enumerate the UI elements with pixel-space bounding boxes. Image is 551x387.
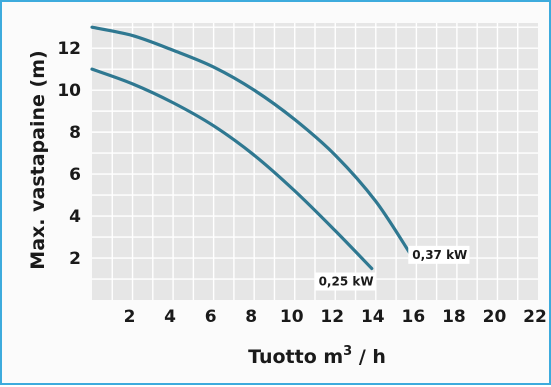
x-tick-label: 8: [245, 307, 257, 327]
x-tick-label: 12: [320, 307, 344, 327]
y-tick-label: 2: [69, 249, 81, 269]
x-tick-label: 20: [483, 307, 507, 327]
x-tick-labels: 2 4 6 8 10 12 14 16 18 20 22: [124, 307, 547, 327]
x-axis-title-superscript: 3: [343, 344, 352, 359]
x-tick-label: 22: [523, 307, 547, 327]
x-tick-label: 2: [124, 307, 136, 327]
series-label-2: 0,37 kW: [412, 248, 467, 262]
y-tick-label: 12: [57, 39, 81, 59]
x-tick-label: 16: [402, 307, 426, 327]
y-tick-label: 8: [69, 123, 81, 143]
x-tick-label: 14: [361, 307, 385, 327]
y-tick-label: 6: [69, 165, 81, 185]
x-axis-title-main: Tuotto m: [248, 346, 343, 368]
x-tick-label: 6: [205, 307, 217, 327]
x-axis-title: Tuotto m3 / h: [248, 344, 386, 368]
y-axis-title: Max. vastapaine (m): [27, 50, 49, 269]
y-tick-labels: 2 4 6 8 10 12: [57, 39, 81, 269]
x-tick-label: 10: [280, 307, 304, 327]
y-tick-label: 10: [57, 81, 81, 101]
x-tick-label: 18: [442, 307, 466, 327]
series-label-1: 0,25 kW: [319, 275, 374, 289]
x-tick-label: 4: [164, 307, 176, 327]
x-axis-title-tail: / h: [352, 346, 386, 368]
y-tick-label: 4: [69, 207, 81, 227]
